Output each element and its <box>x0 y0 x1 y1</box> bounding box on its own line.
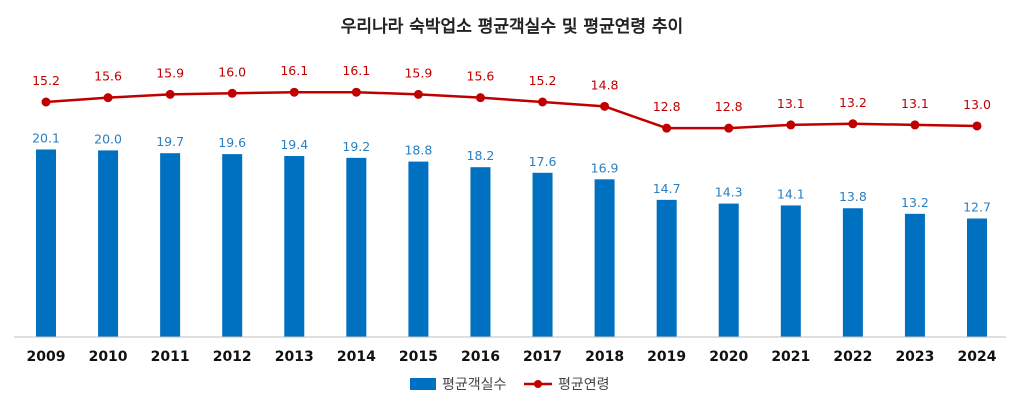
line-value-label-2014: 16.1 <box>342 63 370 78</box>
bar-value-label-2019: 14.7 <box>653 181 681 196</box>
bar-value-label-2012: 19.6 <box>218 135 246 150</box>
bar-2022 <box>842 208 863 337</box>
bar-value-label-2022: 13.8 <box>839 189 867 204</box>
line-point-2021 <box>786 120 796 130</box>
bar-2023 <box>904 213 925 337</box>
bars-layer: 20.1 20.0 19.7 19.6 19.4 19.2 18.8 18.2 17.6 16.9… <box>32 130 991 337</box>
x-tick-labels: 2009 2010 2011 2012 2013 2014 2015 2016 2017 2018… <box>27 349 997 365</box>
line-value-label-2018: 14.8 <box>591 77 619 92</box>
x-tick-2009: 2009 <box>27 349 66 365</box>
bar-2010 <box>98 150 119 337</box>
x-tick-2021: 2021 <box>771 349 810 365</box>
line-value-label-2024: 13.0 <box>963 97 991 112</box>
bar-value-label-2013: 19.4 <box>280 137 308 152</box>
line-layer: 15.2 15.6 15.9 16.0 16.1 16.1 15.9 15.6 15.2 14.8… <box>32 63 991 133</box>
x-tick-2015: 2015 <box>399 349 438 365</box>
bar-value-label-2015: 18.8 <box>404 143 432 158</box>
line-value-label-2017: 15.2 <box>529 73 557 88</box>
x-tick-2020: 2020 <box>709 349 748 365</box>
bar-2019 <box>656 199 677 337</box>
bar-2017 <box>532 172 553 337</box>
line-value-label-2011: 15.9 <box>156 65 184 80</box>
bar-value-label-2021: 14.1 <box>777 186 805 201</box>
line-value-label-2023: 13.1 <box>901 96 929 111</box>
bar-2015 <box>408 161 429 337</box>
line-point-2022 <box>848 119 858 129</box>
bar-value-label-2014: 19.2 <box>342 139 370 154</box>
line-value-label-2012: 16.0 <box>218 64 246 79</box>
line-value-label-2010: 15.6 <box>94 69 122 84</box>
bar-value-label-2023: 13.2 <box>901 195 929 210</box>
legend-label-bar: 평균객실수 <box>442 377 507 393</box>
bar-value-label-2017: 17.6 <box>529 154 557 169</box>
bar-2020 <box>718 203 739 337</box>
line-value-label-2020: 12.8 <box>715 99 743 114</box>
x-tick-2013: 2013 <box>275 349 314 365</box>
x-tick-2012: 2012 <box>213 349 252 365</box>
line-point-2010 <box>103 93 113 103</box>
line-point-2014 <box>351 87 361 97</box>
line-value-label-2013: 16.1 <box>280 63 308 78</box>
x-tick-2014: 2014 <box>337 349 376 365</box>
line-point-2017 <box>538 97 548 107</box>
line-point-2019 <box>662 123 672 133</box>
x-tick-2023: 2023 <box>895 349 934 365</box>
bar-2016 <box>470 167 491 337</box>
bar-2014 <box>346 157 367 337</box>
line-value-label-2021: 13.1 <box>777 96 805 111</box>
bar-value-label-2024: 12.7 <box>963 200 991 215</box>
legend: 평균객실수 평균연령 <box>410 377 610 393</box>
line-value-label-2022: 13.2 <box>839 95 867 110</box>
bar-value-label-2018: 16.9 <box>591 160 619 175</box>
line-point-2013 <box>289 87 299 97</box>
chart-title: 우리나라 숙박업소 평균객실수 및 평균연령 추이 <box>341 16 683 37</box>
line-point-2009 <box>41 97 51 107</box>
line-value-label-2009: 15.2 <box>32 73 60 88</box>
line-point-2020 <box>724 123 734 133</box>
bar-value-label-2010: 20.0 <box>94 131 122 146</box>
bar-2018 <box>594 179 615 337</box>
bar-value-label-2011: 19.7 <box>156 134 184 149</box>
x-tick-2011: 2011 <box>151 349 190 365</box>
line-point-2024 <box>972 121 982 131</box>
line-point-2015 <box>413 89 423 99</box>
legend-swatch-bar <box>410 378 436 390</box>
x-tick-2024: 2024 <box>958 349 997 365</box>
line-value-label-2015: 15.9 <box>404 65 432 80</box>
line-point-2016 <box>475 93 485 103</box>
legend-swatch-marker <box>534 380 542 388</box>
x-tick-2010: 2010 <box>89 349 128 365</box>
x-tick-2017: 2017 <box>523 349 562 365</box>
bar-value-label-2020: 14.3 <box>715 185 743 200</box>
x-tick-2019: 2019 <box>647 349 686 365</box>
bar-2024 <box>967 218 987 337</box>
bar-2012 <box>222 154 243 337</box>
bar-2009 <box>36 149 56 337</box>
bar-2013 <box>284 155 305 337</box>
line-point-2012 <box>227 88 237 98</box>
bar-2021 <box>780 205 801 337</box>
legend-label-line: 평균연령 <box>558 377 610 393</box>
line-point-2011 <box>165 89 175 99</box>
x-tick-2018: 2018 <box>585 349 624 365</box>
line-point-2018 <box>600 101 610 111</box>
line-value-label-2016: 15.6 <box>467 69 495 84</box>
x-tick-2016: 2016 <box>461 349 500 365</box>
x-tick-2022: 2022 <box>833 349 872 365</box>
line-point-2023 <box>910 120 920 130</box>
line-series-avg-age <box>45 90 978 130</box>
bar-value-label-2016: 18.2 <box>467 148 495 163</box>
line-value-label-2019: 12.8 <box>653 99 681 114</box>
bar-value-label-2009: 20.1 <box>32 130 60 145</box>
bar-2011 <box>160 153 181 337</box>
